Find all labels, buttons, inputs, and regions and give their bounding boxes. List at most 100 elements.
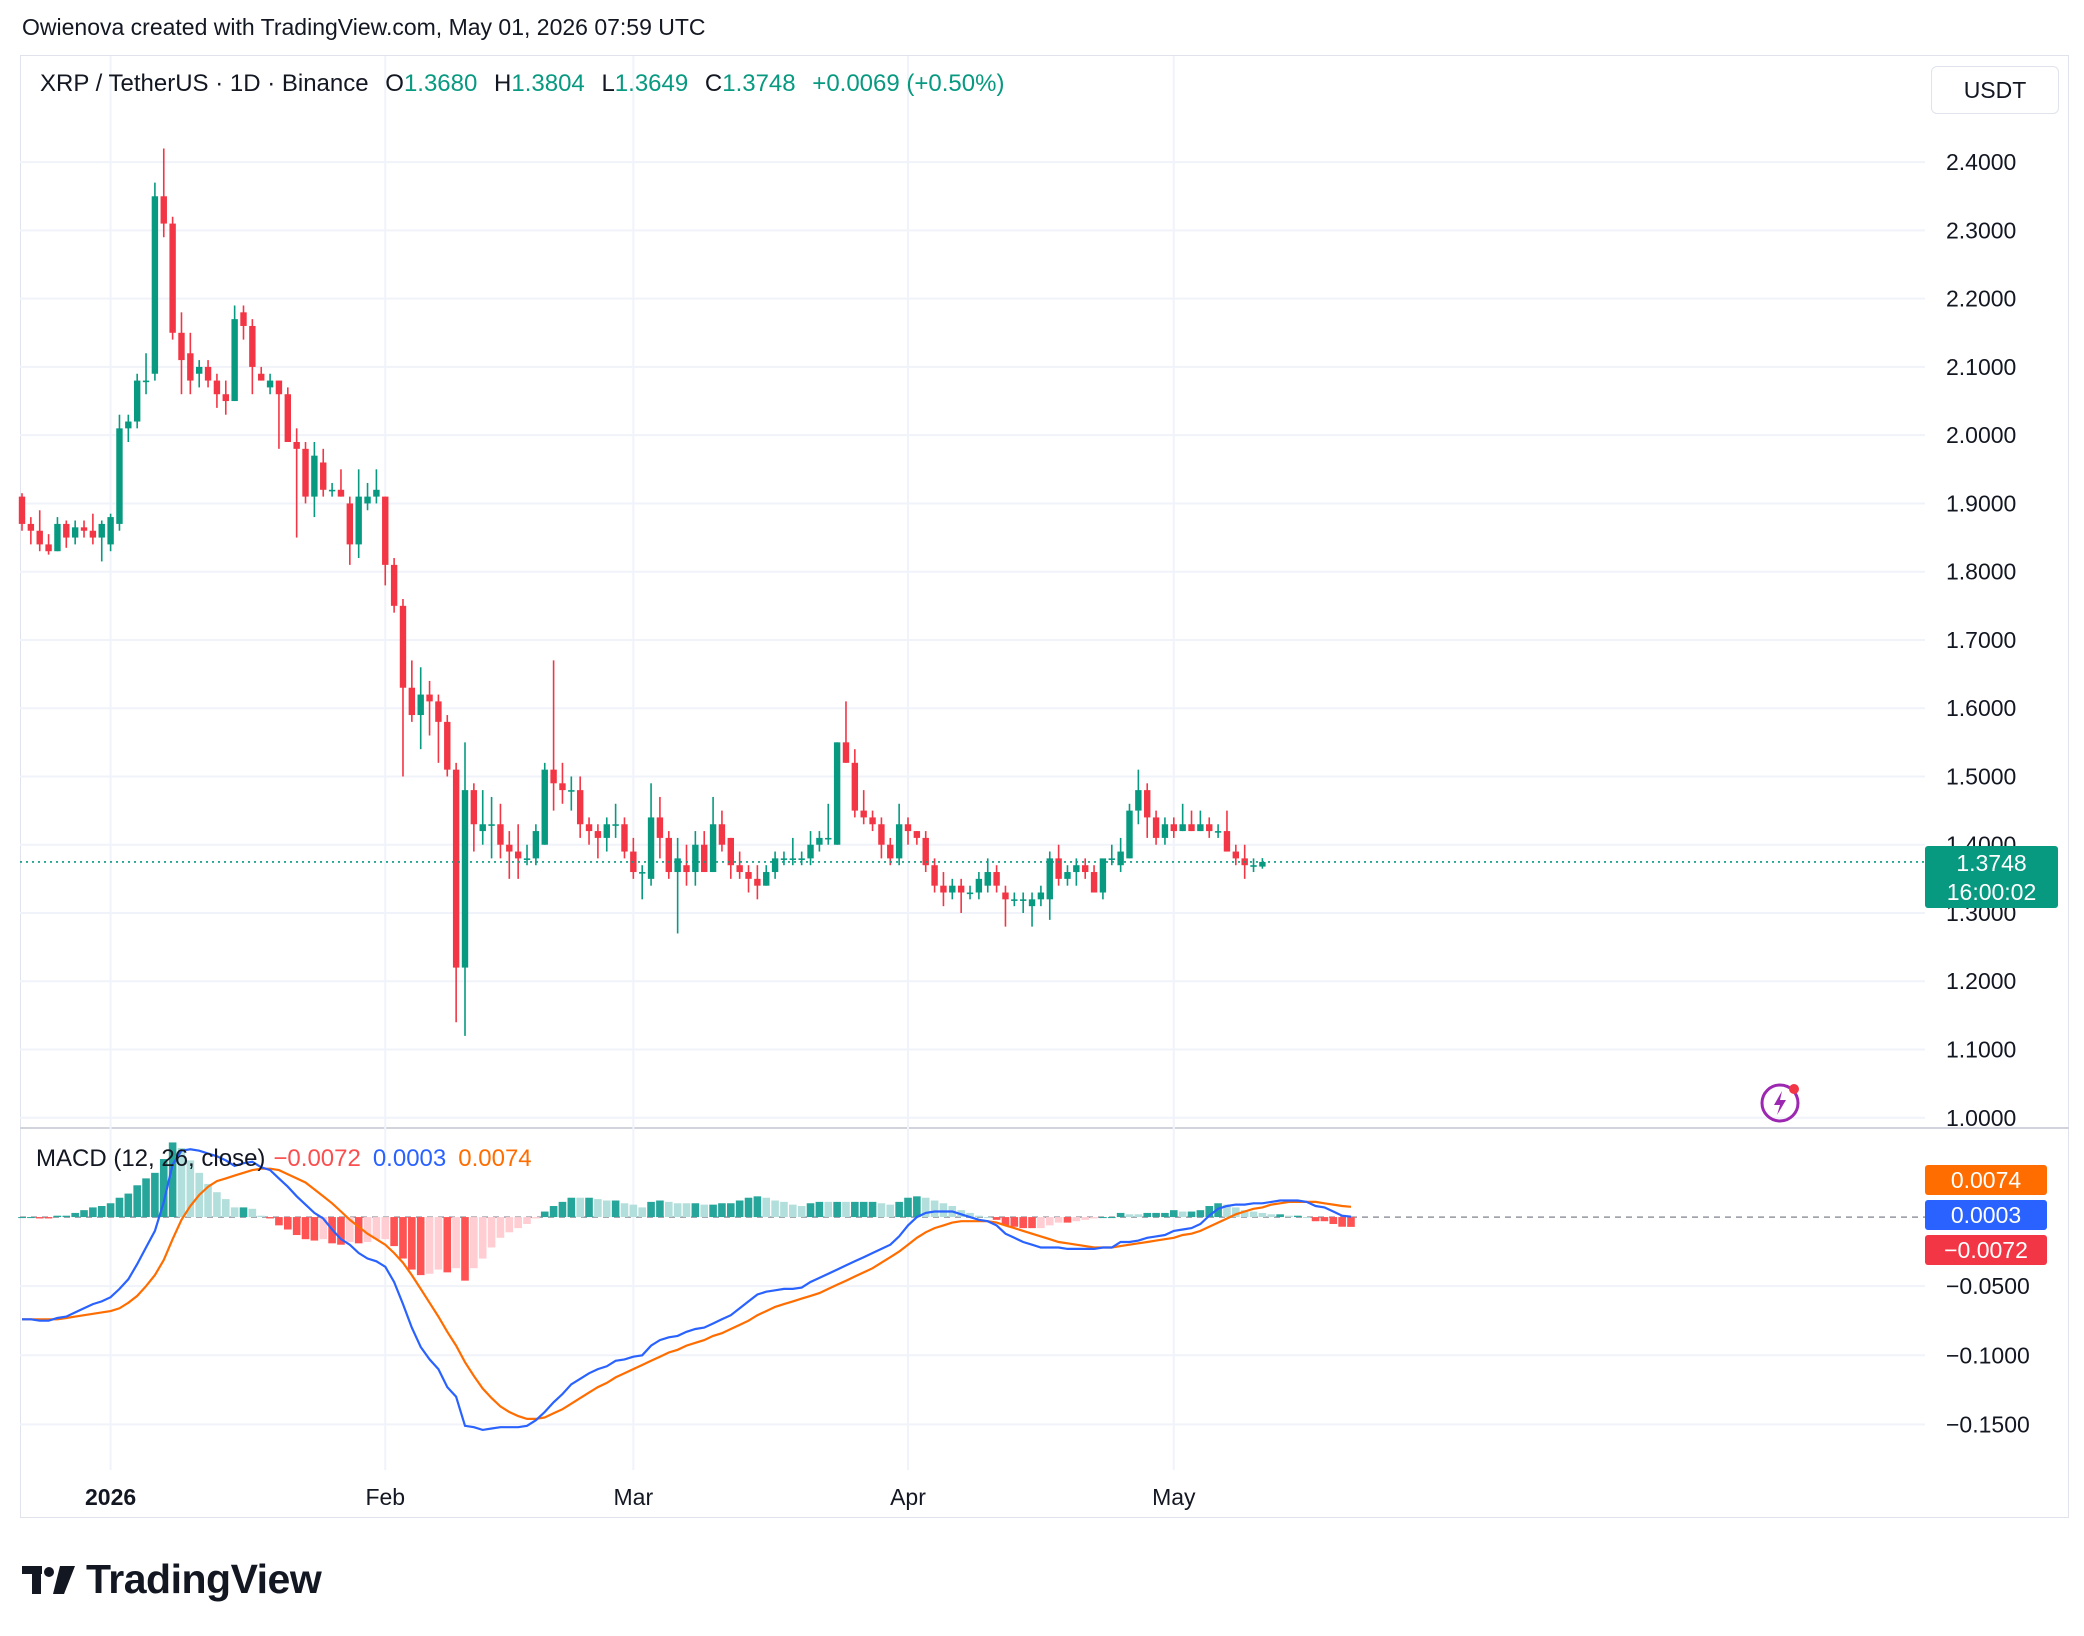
candle-body	[1250, 865, 1257, 867]
candle-body	[851, 762, 859, 811]
macd-hist-bar	[797, 1206, 806, 1218]
macd-hist-bar	[399, 1217, 407, 1259]
candle-body	[1206, 824, 1213, 832]
candle-body	[718, 824, 726, 845]
candle-body	[576, 790, 584, 825]
macd-tick-label: −0.1000	[1946, 1342, 2030, 1368]
candle-body	[27, 523, 35, 531]
candle-body	[568, 790, 575, 792]
candle-body	[523, 858, 531, 860]
macd-hist-bar	[487, 1217, 496, 1248]
candle-body	[328, 489, 336, 492]
candle-body	[1223, 831, 1231, 852]
macd-hist-bar	[142, 1178, 150, 1218]
candle-body	[364, 496, 371, 504]
macd-hist-bar	[1134, 1214, 1143, 1218]
macd-hist-bar	[62, 1215, 71, 1218]
candle-body	[470, 790, 478, 825]
candle-body	[692, 844, 699, 873]
candle-body	[1055, 858, 1062, 879]
macd-hist-bar	[97, 1206, 106, 1218]
candle-body	[603, 824, 610, 838]
macd-hist-bar	[567, 1197, 576, 1218]
macd-hist-bar	[532, 1217, 540, 1219]
macd-hist-bar	[1223, 1204, 1231, 1218]
candle-body	[594, 831, 602, 838]
chart-credit: Owienova created with TradingView.com, M…	[22, 14, 706, 40]
lightning-icon[interactable]	[1758, 1079, 1804, 1125]
macd-hist-bar	[1072, 1217, 1081, 1222]
open-label: O	[385, 70, 404, 97]
macd-hist-bar	[186, 1160, 195, 1218]
candle-body	[701, 844, 708, 873]
change-value: +0.0069 (+0.50%)	[812, 70, 1005, 97]
candle-body	[284, 394, 291, 443]
candle-body	[142, 380, 150, 383]
candle-body	[355, 496, 362, 545]
candle-body	[275, 380, 283, 395]
macd-hist-bar	[1081, 1217, 1089, 1220]
macd-hist-bar	[71, 1212, 79, 1218]
candle-body	[745, 872, 752, 879]
candle-body	[1126, 810, 1133, 859]
tradingview-logo[interactable]: TradingView	[22, 1556, 322, 1603]
candle-body	[506, 844, 513, 852]
candle-body	[426, 694, 433, 702]
candle-body	[949, 885, 956, 893]
candle-body	[408, 687, 416, 716]
macd-hist-bar	[1054, 1217, 1063, 1223]
candle-body	[1152, 817, 1160, 838]
macd-hist-bar	[390, 1217, 398, 1247]
high-label: H	[494, 70, 512, 97]
macd-hist-bar	[1196, 1210, 1205, 1218]
candle-body	[373, 489, 380, 497]
candle-body	[151, 196, 159, 374]
candle-body	[727, 837, 734, 866]
macd-hist-bar	[904, 1197, 912, 1218]
candle-body	[798, 858, 805, 860]
macd-hist-bar	[416, 1217, 425, 1276]
macd-hist-bar	[611, 1200, 620, 1218]
macd-hist-bar	[966, 1212, 974, 1218]
macd-hist-bar	[1001, 1217, 1010, 1226]
candle-body	[133, 380, 141, 422]
candle-body	[249, 325, 256, 367]
candle-body	[187, 353, 194, 381]
tradingview-logo-icon	[22, 1565, 75, 1594]
candle-body	[904, 824, 912, 832]
macd-badge: 0.0003	[1925, 1200, 2047, 1230]
macd-hist-bar	[735, 1200, 744, 1218]
close-label: C	[704, 70, 723, 97]
candle-body	[975, 878, 983, 893]
macd-hist-bar	[1143, 1212, 1152, 1218]
macd-hist-bar	[939, 1203, 948, 1218]
candle-body	[293, 442, 300, 449]
macd-hist-bar	[664, 1201, 673, 1218]
macd-hist-bar	[115, 1197, 124, 1218]
candle-body	[444, 721, 451, 770]
currency-button[interactable]: USDT	[1931, 66, 2059, 114]
candle-body	[337, 489, 345, 497]
candle-body	[213, 380, 221, 395]
candle-body	[559, 783, 566, 791]
macd-hist-bar	[718, 1203, 726, 1218]
macd-hist-bar	[284, 1217, 292, 1230]
symbol-title: XRP / TetherUS · 1D · Binance	[40, 70, 369, 97]
candle-body	[1037, 892, 1045, 900]
macd-hist-bar	[204, 1183, 212, 1218]
low-label: L	[601, 70, 615, 97]
x-tick-label: Apr	[890, 1484, 926, 1510]
macd-hist-bar	[434, 1217, 443, 1270]
macd-hist-bar	[789, 1204, 797, 1218]
price-tick-label: 1.5000	[1946, 763, 2016, 789]
macd-hist-bar	[629, 1204, 638, 1218]
price-tick-label: 1.9000	[1946, 490, 2016, 516]
macd-hist-bar	[310, 1217, 319, 1241]
x-tick-label: 2026	[85, 1484, 136, 1510]
macd-hist-bar	[301, 1217, 310, 1240]
candle-body	[399, 605, 407, 688]
candle-body	[833, 742, 841, 845]
candle-body	[222, 394, 229, 402]
candle-body	[196, 366, 203, 374]
